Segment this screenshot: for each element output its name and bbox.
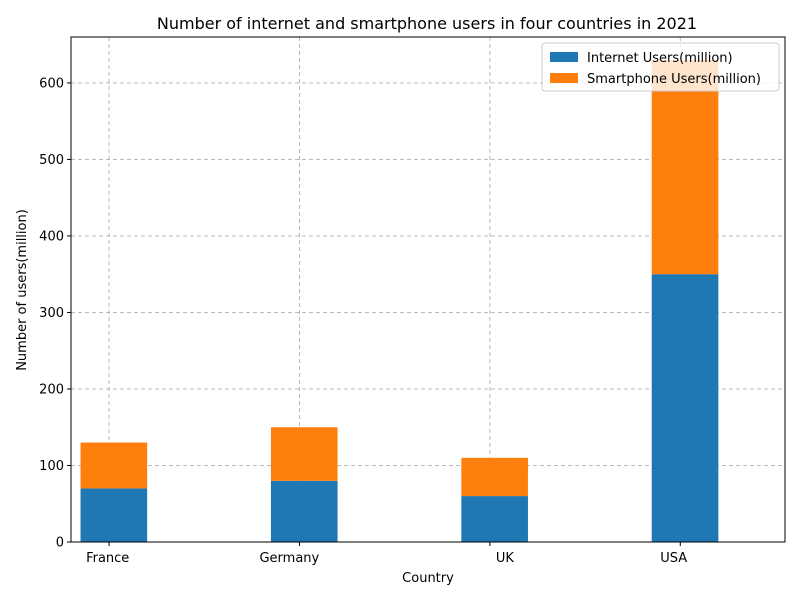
y-tick-label: 500 xyxy=(39,153,64,168)
bar-smartphone-germany xyxy=(270,427,338,481)
legend-label-smartphone: Smartphone Users(million) xyxy=(587,72,761,87)
legend: Internet Users(million) Smartphone Users(… xyxy=(541,42,780,92)
bar-smartphone-usa xyxy=(651,59,719,275)
legend-box xyxy=(541,42,780,92)
y-tick-label: 200 xyxy=(39,382,64,397)
y-tick-label: 600 xyxy=(39,76,64,91)
chart-title: Number of internet and smartphone users … xyxy=(157,14,697,33)
x-axis: France Germany UK USA xyxy=(86,542,687,566)
x-tick-label: UK xyxy=(496,551,515,566)
y-tick-label: 100 xyxy=(39,459,64,474)
y-tick-label: 0 xyxy=(56,536,64,551)
bar-smartphone-uk xyxy=(461,457,528,497)
x-axis-title: Country xyxy=(402,571,454,586)
plot-area-frame xyxy=(70,36,786,543)
y-axis: 0 100 200 300 400 500 600 xyxy=(39,76,71,551)
bar-internet-germany xyxy=(270,480,338,542)
legend-label-internet: Internet Users(million) xyxy=(587,51,733,66)
bar-internet-uk xyxy=(461,496,528,542)
legend-swatch-smartphone xyxy=(550,73,578,83)
legend-swatch-internet xyxy=(550,52,578,62)
y-axis-title: Number of users(million) xyxy=(15,209,30,371)
x-tick-label: Germany xyxy=(259,551,319,566)
bar-internet-usa xyxy=(651,274,719,542)
bars xyxy=(80,59,719,542)
bar-internet-france xyxy=(80,488,148,542)
x-tick-label: France xyxy=(86,551,129,566)
y-tick-label: 300 xyxy=(39,306,64,321)
x-tick-label: USA xyxy=(660,551,687,566)
bar-smartphone-france xyxy=(80,442,148,489)
y-tick-label: 400 xyxy=(39,229,64,244)
